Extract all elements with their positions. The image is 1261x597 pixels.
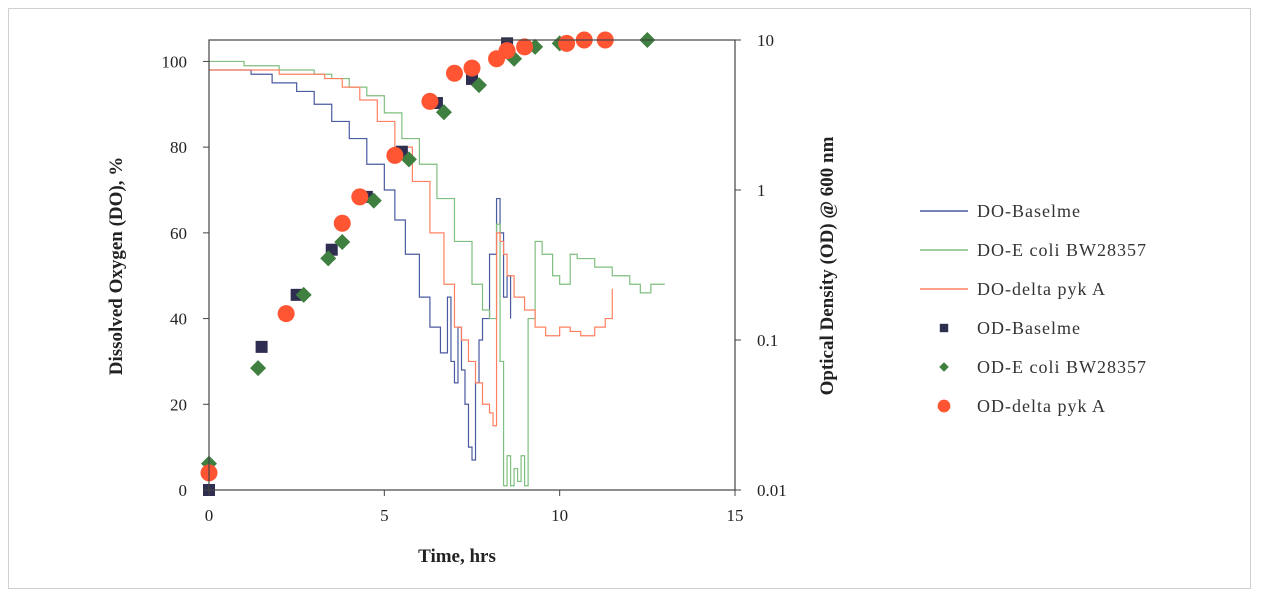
point-od-delta-pyk-a xyxy=(445,64,463,82)
point-od-e-coli-bw28357 xyxy=(320,250,337,267)
legend-label-od-delta-pyk-a: OD-delta pyk A xyxy=(977,396,1106,416)
y-left-tick-label: 20 xyxy=(170,395,187,414)
series-line-do-baselme xyxy=(209,69,512,461)
point-od-e-coli-bw28357 xyxy=(400,151,417,168)
point-od-delta-pyk-a xyxy=(333,214,351,232)
legend-marker-od-e-coli-bw28357 xyxy=(939,362,949,372)
y-left-tick-label: 40 xyxy=(170,310,187,329)
point-od-delta-pyk-a xyxy=(277,305,295,323)
legend-label-do-baselme: DO-Baselme xyxy=(977,201,1081,221)
point-od-delta-pyk-a xyxy=(463,59,481,77)
point-od-delta-pyk-a xyxy=(351,188,369,206)
y-left-tick-label: 100 xyxy=(162,52,188,71)
chart-frame xyxy=(8,8,1251,589)
legend-swatch-od-e-coli-bw28357 xyxy=(939,362,949,372)
point-od-e-coli-bw28357 xyxy=(506,50,523,67)
legend-swatch-od-baselme xyxy=(939,323,949,333)
legend-marker-od-baselme xyxy=(939,323,949,333)
x-tick-label: 0 xyxy=(205,506,214,525)
point-od-e-coli-bw28357 xyxy=(250,360,267,377)
x-tick-label: 15 xyxy=(727,506,744,525)
y-right-tick-label: 0.01 xyxy=(757,481,787,500)
x-tick-label: 5 xyxy=(380,506,389,525)
legend-label-do-delta-pyk-a: DO-delta pyk A xyxy=(977,279,1106,299)
point-od-delta-pyk-a xyxy=(558,34,576,52)
x-axis-title: Time, hrs xyxy=(418,546,496,567)
point-od-delta-pyk-a xyxy=(516,38,534,56)
point-od-e-coli-bw28357 xyxy=(435,104,452,121)
plot-layer xyxy=(200,31,665,496)
y-axis-right-title: Optical Density (OD) @ 600 nm xyxy=(817,136,838,395)
axes-layer: 0 5 10 15 0 20 40 60 80 100 0.01 0.1 1 10 xyxy=(162,31,787,525)
point-od-e-coli-bw28357 xyxy=(334,234,351,251)
legend-label-do-e-coli-bw28357: DO-E coli BW28357 xyxy=(977,240,1147,260)
plot-border xyxy=(208,39,736,491)
y-axis-left-title: Dissolved Oxygen (DO), % xyxy=(106,157,127,376)
y-right-tick-label: 1 xyxy=(757,181,766,200)
legend-marker-od-delta-pyk-a xyxy=(937,399,951,413)
y-right-tick-label: 0.1 xyxy=(757,331,778,350)
point-od-delta-pyk-a xyxy=(421,92,439,110)
y-right-tick-label: 10 xyxy=(757,31,774,50)
y-left-tick-label: 60 xyxy=(170,224,187,243)
point-od-delta-pyk-a xyxy=(386,146,404,164)
x-tick-label: 10 xyxy=(551,506,568,525)
point-od-baselme xyxy=(255,340,268,353)
legend: DO-Baselme DO-E coli BW28357 DO-delta pyk … xyxy=(920,201,1147,416)
series-line-do-e-coli-bw28357 xyxy=(209,60,665,487)
y-left-tick-label: 80 xyxy=(170,138,187,157)
point-od-e-coli-bw28357 xyxy=(471,77,488,94)
y-left-tick-label: 0 xyxy=(179,481,188,500)
point-od-delta-pyk-a xyxy=(498,42,516,60)
point-od-e-coli-bw28357 xyxy=(295,286,312,303)
series-line-do-delta-pyk-a xyxy=(209,69,613,427)
legend-label-od-e-coli-bw28357: OD-E coli BW28357 xyxy=(977,357,1147,377)
point-od-e-coli-bw28357 xyxy=(365,192,382,209)
legend-label-od-baselme: OD-Baselme xyxy=(977,318,1081,338)
legend-swatch-od-delta-pyk-a xyxy=(937,399,951,413)
